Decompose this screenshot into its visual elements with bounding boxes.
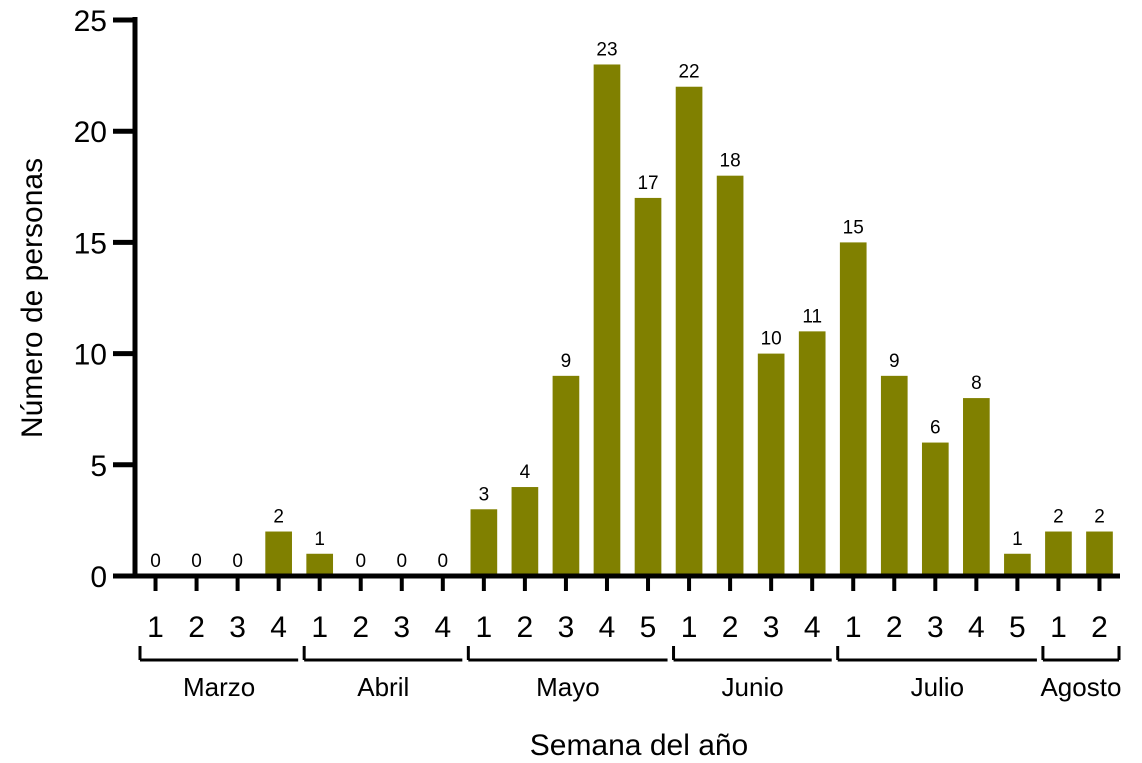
week-label: 3 <box>927 611 944 644</box>
bar <box>1004 553 1031 576</box>
bar <box>798 331 826 576</box>
bar <box>470 509 498 576</box>
y-tick-label: 15 <box>74 227 107 260</box>
bar <box>757 353 785 576</box>
bar-value-label: 0 <box>232 551 243 572</box>
week-label: 4 <box>270 611 287 644</box>
bar-value-label: 8 <box>971 373 982 394</box>
bar-value-label: 0 <box>396 551 407 572</box>
bar-value-label: 18 <box>720 151 741 172</box>
bar-value-label: 0 <box>355 551 366 572</box>
bar <box>716 175 744 576</box>
week-label: 3 <box>763 611 780 644</box>
month-label: Marzo <box>183 672 255 702</box>
month-label: Abril <box>357 672 409 702</box>
bar-value-label: 0 <box>191 551 202 572</box>
month-label: Agosto <box>1040 672 1121 702</box>
bar-value-label: 10 <box>761 329 782 350</box>
bar <box>634 197 662 577</box>
bar <box>265 531 292 576</box>
week-label: 1 <box>1050 611 1067 644</box>
bar <box>675 86 703 576</box>
month-label: Junio <box>722 672 784 702</box>
week-label: 2 <box>517 611 534 644</box>
week-label: 3 <box>229 611 246 644</box>
week-label: 1 <box>845 611 862 644</box>
y-tick-label: 10 <box>74 339 107 372</box>
month-label: Julio <box>911 672 964 702</box>
week-label: 5 <box>640 611 657 644</box>
bar-value-label: 1 <box>1012 529 1023 550</box>
bar <box>1045 531 1072 576</box>
bar <box>1086 531 1113 576</box>
week-label: 3 <box>393 611 410 644</box>
bar-value-label: 2 <box>1094 507 1105 528</box>
week-label: 2 <box>352 611 369 644</box>
week-label: 4 <box>599 611 616 644</box>
week-label: 2 <box>188 611 205 644</box>
y-axis-title: Número de personas <box>16 158 49 438</box>
bar-value-label: 17 <box>637 173 658 194</box>
bar-value-label: 11 <box>802 306 822 327</box>
bar <box>593 64 621 576</box>
bar-value-label: 2 <box>1053 507 1064 528</box>
bar <box>511 487 539 576</box>
week-label: 4 <box>804 611 821 644</box>
bar <box>921 442 949 576</box>
bar-value-label: 23 <box>596 39 617 60</box>
bar-value-label: 15 <box>843 217 864 238</box>
y-tick-label: 5 <box>90 450 107 483</box>
bar-value-label: 2 <box>273 507 284 528</box>
bar-value-label: 9 <box>561 351 572 372</box>
bars <box>265 64 1113 577</box>
month-label: Mayo <box>536 672 600 702</box>
bar-value-label: 1 <box>314 529 325 550</box>
bar-value-label: 0 <box>438 551 449 572</box>
bar <box>880 375 908 576</box>
bar-value-label: 0 <box>150 551 161 572</box>
week-label: 1 <box>311 611 328 644</box>
week-label: 4 <box>968 611 985 644</box>
y-tick-label: 0 <box>90 561 107 594</box>
bar <box>839 242 867 576</box>
week-label: 2 <box>722 611 739 644</box>
bar <box>552 375 580 576</box>
bar-value-label: 3 <box>479 484 490 505</box>
month-brackets: Marzo Abril Mayo Junio Julio Agosto <box>138 646 1121 702</box>
week-label: 1 <box>147 611 164 644</box>
y-tick-label: 25 <box>74 5 107 38</box>
bar <box>963 398 990 576</box>
y-tick-label: 20 <box>74 116 107 149</box>
week-label: 2 <box>886 611 903 644</box>
week-label: 5 <box>1009 611 1026 644</box>
bar-value-label: 6 <box>930 418 941 439</box>
y-axis: 0 5 10 15 20 25 <box>74 5 138 594</box>
bar-value-label: 4 <box>520 462 531 483</box>
x-axis-title: Semana del año <box>530 729 749 762</box>
week-label: 1 <box>476 611 493 644</box>
bar-value-label: 9 <box>889 351 900 372</box>
bar <box>306 553 334 576</box>
week-label: 2 <box>1091 611 1108 644</box>
bar-value-label: 22 <box>678 62 699 83</box>
week-label: 4 <box>434 611 451 644</box>
week-label: 1 <box>681 611 698 644</box>
week-label: 3 <box>558 611 575 644</box>
